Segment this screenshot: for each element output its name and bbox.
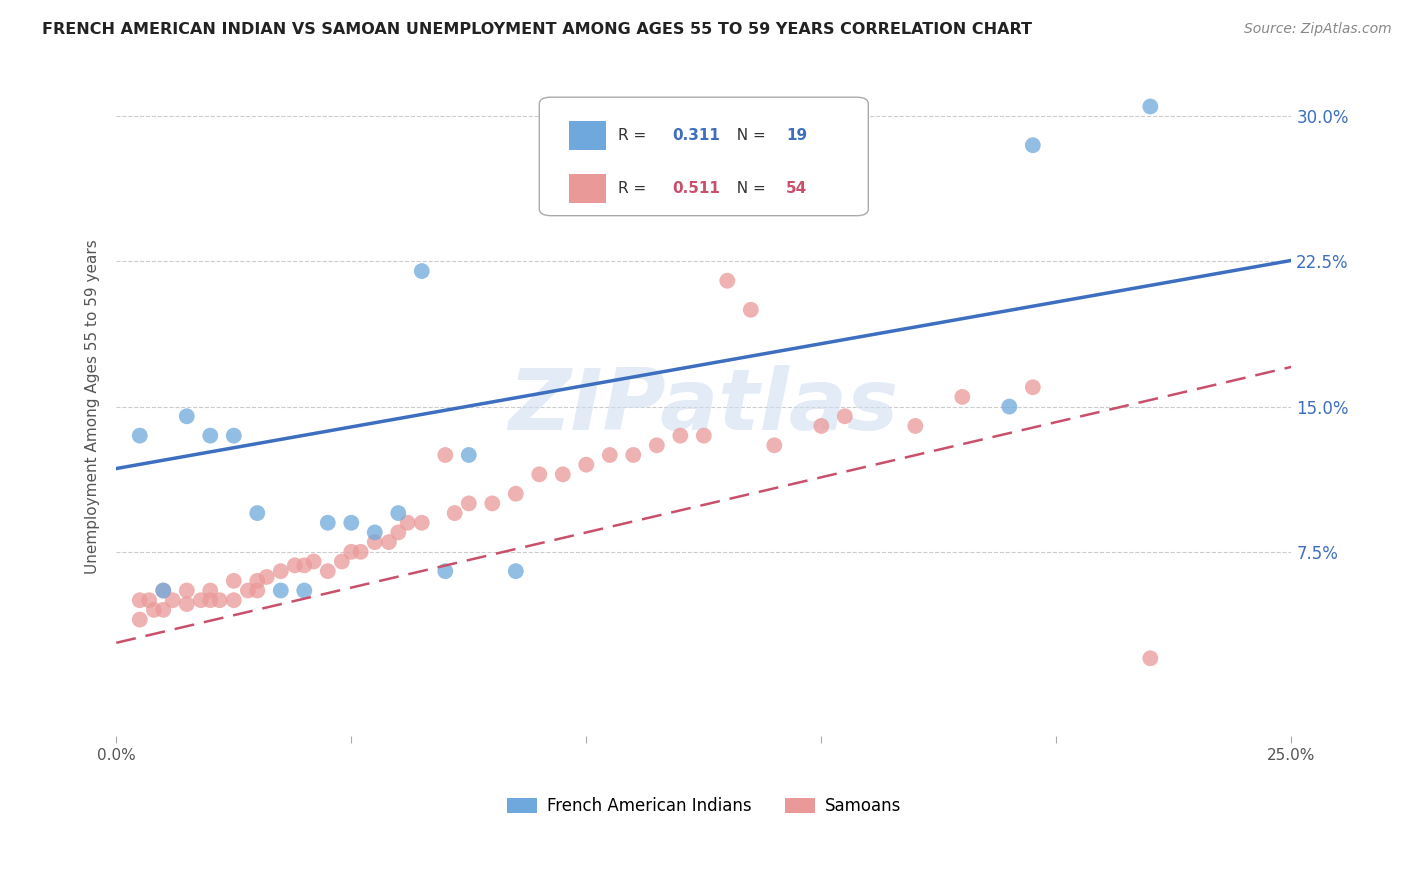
Point	[340, 516, 363, 530]
Point	[152, 603, 174, 617]
Point	[481, 496, 503, 510]
Text: R =: R =	[619, 180, 651, 195]
Point	[1139, 99, 1161, 113]
Point	[810, 419, 832, 434]
Point	[364, 535, 387, 549]
Point	[200, 583, 222, 598]
Point	[904, 419, 927, 434]
Point	[1022, 138, 1045, 153]
Text: 54: 54	[786, 180, 807, 195]
Point	[529, 467, 551, 482]
Point	[350, 545, 373, 559]
Point	[138, 593, 160, 607]
Point	[152, 583, 174, 598]
Point	[302, 554, 325, 568]
Point	[763, 438, 786, 452]
Point	[246, 574, 269, 588]
Point	[270, 583, 292, 598]
Point	[340, 545, 363, 559]
Point	[190, 593, 212, 607]
Point	[998, 400, 1021, 414]
Point	[176, 597, 198, 611]
FancyBboxPatch shape	[568, 174, 606, 202]
Point	[396, 516, 419, 530]
Text: 19: 19	[786, 128, 807, 143]
Point	[834, 409, 856, 424]
Point	[256, 570, 278, 584]
Point	[222, 428, 245, 442]
Point	[142, 603, 165, 617]
Point	[457, 496, 479, 510]
Point	[208, 593, 231, 607]
Point	[378, 535, 401, 549]
Point	[599, 448, 621, 462]
Text: ZIPatlas: ZIPatlas	[509, 365, 898, 448]
Point	[443, 506, 465, 520]
Point	[505, 564, 527, 578]
Point	[128, 428, 150, 442]
Point	[284, 558, 307, 573]
Point	[176, 409, 198, 424]
Text: N =: N =	[727, 180, 770, 195]
Point	[716, 274, 738, 288]
Text: 0.311: 0.311	[672, 128, 720, 143]
Point	[434, 564, 457, 578]
Text: Source: ZipAtlas.com: Source: ZipAtlas.com	[1244, 22, 1392, 37]
Text: N =: N =	[727, 128, 770, 143]
Point	[292, 558, 315, 573]
Point	[176, 583, 198, 598]
Point	[411, 264, 433, 278]
Point	[387, 525, 409, 540]
Y-axis label: Unemployment Among Ages 55 to 59 years: Unemployment Among Ages 55 to 59 years	[86, 239, 100, 574]
Text: FRENCH AMERICAN INDIAN VS SAMOAN UNEMPLOYMENT AMONG AGES 55 TO 59 YEARS CORRELAT: FRENCH AMERICAN INDIAN VS SAMOAN UNEMPLO…	[42, 22, 1032, 37]
Point	[950, 390, 973, 404]
Point	[330, 554, 353, 568]
Point	[222, 574, 245, 588]
Point	[621, 448, 644, 462]
Point	[200, 428, 222, 442]
Point	[740, 302, 762, 317]
Point	[200, 593, 222, 607]
Point	[669, 428, 692, 442]
Point	[316, 516, 339, 530]
Point	[645, 438, 668, 452]
Point	[1139, 651, 1161, 665]
Text: R =: R =	[619, 128, 651, 143]
Point	[270, 564, 292, 578]
Point	[1022, 380, 1045, 394]
Point	[505, 486, 527, 500]
Point	[246, 506, 269, 520]
Point	[434, 448, 457, 462]
Point	[292, 583, 315, 598]
Point	[152, 583, 174, 598]
FancyBboxPatch shape	[568, 121, 606, 150]
Point	[236, 583, 259, 598]
FancyBboxPatch shape	[540, 97, 869, 216]
Point	[364, 525, 387, 540]
Point	[316, 564, 339, 578]
Point	[128, 613, 150, 627]
Legend: French American Indians, Samoans: French American Indians, Samoans	[501, 790, 908, 822]
Point	[411, 516, 433, 530]
Point	[457, 448, 479, 462]
Point	[551, 467, 574, 482]
Point	[128, 593, 150, 607]
Point	[222, 593, 245, 607]
Point	[693, 428, 716, 442]
Point	[575, 458, 598, 472]
Point	[387, 506, 409, 520]
Text: 0.511: 0.511	[672, 180, 720, 195]
Point	[162, 593, 184, 607]
Point	[246, 583, 269, 598]
